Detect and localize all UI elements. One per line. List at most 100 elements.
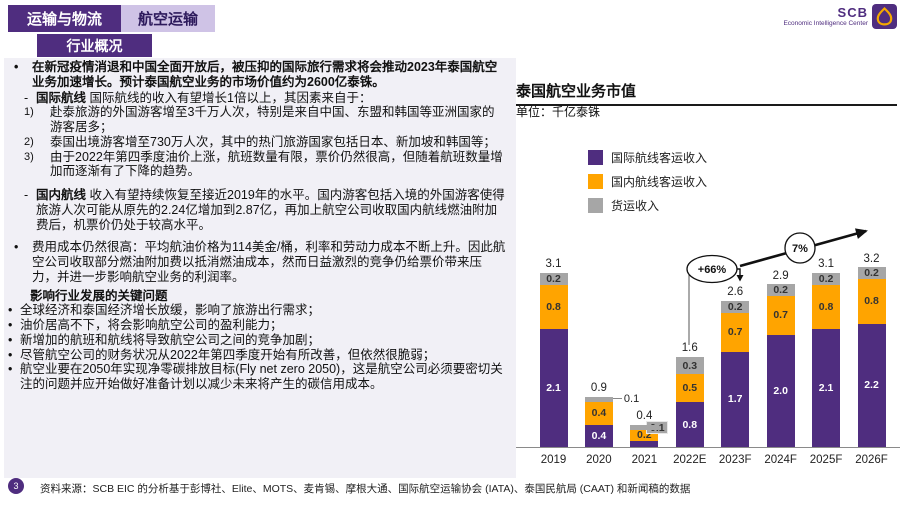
international-routes-body: 国际航线的收入有望增长1倍以上，其因素来自于： [89,90,372,105]
bullet-marker: • [8,332,13,347]
legend-swatch-domestic [588,174,603,189]
chart-title: 泰国航空业务市值 [516,83,637,100]
bar-segment: 2.2 [857,323,886,447]
bar-segment: 0.4 [584,424,613,447]
x-axis-tick-label: 2024F [764,454,797,466]
issue-item-4-text: 尽管航空公司的财务状况从2022年第四季度开始有所改善，但依然很脆弱； [20,347,436,362]
issue-item-3-text: 新增加的航班和航线将导致航空公司之间的竞争加剧； [20,332,321,347]
bar-segment-value: 0.2 [864,266,879,279]
bar-segment-value: 0.2 [818,272,834,285]
domestic-routes-label: 国内航线 [36,188,87,202]
bar-total-value: 2.9 [772,269,789,282]
chart-title-block: 泰国航空业务市值 [516,80,897,106]
bar-segment-value: 2.1 [546,381,561,394]
bar-segment: 0.7 [766,295,795,335]
issue-item-5: • 航空业要在2050年实现净零碳排放目标(Fly net zero 2050)… [6,362,506,392]
x-axis-tick-label: 2019 [540,454,567,466]
chart-legend: 国际航线客运收入 国内航线客运收入 货运收入 [588,149,707,221]
bar-segment-value: 0.8 [818,300,834,313]
intro-paragraph: • 在新冠疫情消退和中国全面开放后，被压抑的国际旅行需求将会推动2023年泰国航… [6,60,506,90]
legend-swatch-international [588,150,603,165]
legend-label-international: 国际航线客运收入 [611,151,708,165]
international-routes-text: 国际航线 国际航线的收入有望增长1倍以上，其因素来自于： [36,91,371,106]
scb-logo-subtitle: Economic Intelligence Center [783,19,868,27]
legend-label-cargo: 货运收入 [611,199,660,213]
callout-line [612,398,622,400]
issue-item-2: • 油价居高不下，将会影响航空公司的盈利能力； [6,318,506,333]
dash-marker: - [24,90,29,105]
bar-segment: 0.2 [812,272,841,285]
numbered-item-2: 2) 泰国出境游客增至730万人次，其中的热门旅游国家包括日本、新加坡和韩国等； [6,135,506,150]
issue-item-5-text: 航空业要在2050年实现净零碳排放目标(Fly net zero 2050)，这… [20,362,503,391]
bar-segment [630,424,659,431]
bullet-marker: • [8,303,13,318]
tab-transport-logistics: 运输与物流 [8,5,121,32]
numbered-item-3: 3) 由于2022年第四季度油价上涨，航班数量有限，票价仍然很高，但随着航班数量… [6,150,506,180]
bar-segment-value: 0.8 [546,300,561,313]
bar-segment: 0.2 [539,272,568,285]
bar-segment: 0.4 [584,402,613,425]
bar-segment-value: 0.8 [682,418,698,431]
bar-segment-value: 0.3 [682,359,698,372]
numbered-item-2-text: 泰国出境游客增至730万人次，其中的热门旅游国家包括日本、新加坡和韩国等； [50,134,496,149]
page-number-badge: 3 [8,478,24,494]
bar-segment-value: 0.4 [591,429,607,442]
bar-segment-value: 0.4 [591,407,607,420]
issue-item-1: • 全球经济和泰国经济增长放缓，影响了旅游出行需求； [6,303,506,318]
number-marker: 2) [24,135,34,148]
bar-segment: 0.3 [675,357,704,375]
dash-marker: - [24,188,29,202]
bar-segment: 2.0 [766,335,795,447]
section-badge-industry-overview: 行业概况 [37,34,152,57]
x-axis-tick-label: 2021 [631,454,658,466]
number-marker: 1) [24,106,34,119]
x-axis-tick-label: 2025F [809,454,843,466]
stacked-bar-chart: 2.10.80.23.120190.40.40.10.920200.20.10.… [516,215,903,466]
x-axis-line [516,447,900,448]
legend-item-cargo: 货运收入 [588,197,707,214]
issue-item-1-text: 全球经济和泰国经济增长放缓，影响了旅游出行需求； [20,303,321,318]
numbered-item-3-text: 由于2022年第四季度油价上涨，航班数量有限，票价仍然很高，但随着航班数量增加而… [50,149,503,179]
bar-segment-value: 1.7 [727,393,743,406]
issue-item-2-text: 油价居高不下，将会影响航空公司的盈利能力； [20,318,283,332]
bullet-marker: • [8,318,13,332]
domestic-routes-body: 收入有望持续恢复至接近2019年的水平。国内游客包括入境的外国游客使得旅游人次可… [36,188,505,232]
bar-segment-value-callout: 0.1 [623,393,640,406]
bar-segment: 0.8 [857,279,886,324]
numbered-item-1: 1) 赴泰旅游的外国游客增至3千万人次，特别是来自中国、东盟和韩国等亚洲国家的游… [6,105,506,135]
scb-logo: SCB Economic Intelligence Center [783,4,897,29]
legend-item-international: 国际航线客运收入 [588,149,707,166]
issue-item-4: • 尽管航空公司的财务状况从2022年第四季度开始有所改善，但依然很脆弱； [6,348,506,363]
bar-segment-value: 0.8 [864,295,879,308]
x-axis-tick-label: 2023F [718,454,752,466]
bar-total-value: 1.6 [681,342,698,355]
bullet-marker: • [14,240,19,255]
bar-segment-value: 0.2 [546,272,561,285]
chart-unit-label: 单位：千亿泰铢 [516,105,601,119]
x-axis-tick-label: 2020 [586,454,612,466]
bar-total-value: 0.9 [590,381,607,394]
bar-total-value: 3.1 [818,258,835,271]
bar-segment: 1.7 [721,351,750,447]
numbered-item-1-text: 赴泰旅游的外国游客增至3千万人次，特别是来自中国、东盟和韩国等亚洲国家的游客居多… [50,105,495,134]
bar-segment-value: 0.7 [773,309,788,322]
bar-segment [630,441,659,447]
source-note: 资料来源：SCB EIC 的分析基于彭博社、Elite、MOTS、麦肯锡、摩根大… [40,483,691,495]
industry-overview-text-panel: • 在新冠疫情消退和中国全面开放后，被压抑的国际旅行需求将会推动2023年泰国航… [4,58,516,478]
bar-segment-value: 0.7 [727,325,743,338]
legend-label-domestic: 国内航线客运收入 [611,175,708,189]
x-axis-tick-label: 2026F [855,454,888,466]
issue-item-3: • 新增加的航班和航线将导致航空公司之间的竞争加剧； [6,333,506,348]
bar-segment-value: 2.1 [818,381,834,394]
number-marker: 3) [24,150,34,163]
intro-text: 在新冠疫情消退和中国全面开放后，被压抑的国际旅行需求将会推动2023年泰国航空业… [32,60,498,89]
bar-segment: 2.1 [812,329,841,447]
tab-air-transport: 航空运输 [121,5,215,32]
cost-paragraph: • 费用成本仍然很高：平均航油价格为114美金/桶，利率和劳动力成本不断上升。因… [6,240,506,284]
bar-segment: 0.8 [812,284,841,330]
legend-swatch-cargo [588,198,603,213]
key-issues-heading: 影响行业发展的关键问题 [30,288,168,303]
bar-segment: 0.2 [766,284,795,296]
bar-segment: 0.8 [539,284,568,330]
